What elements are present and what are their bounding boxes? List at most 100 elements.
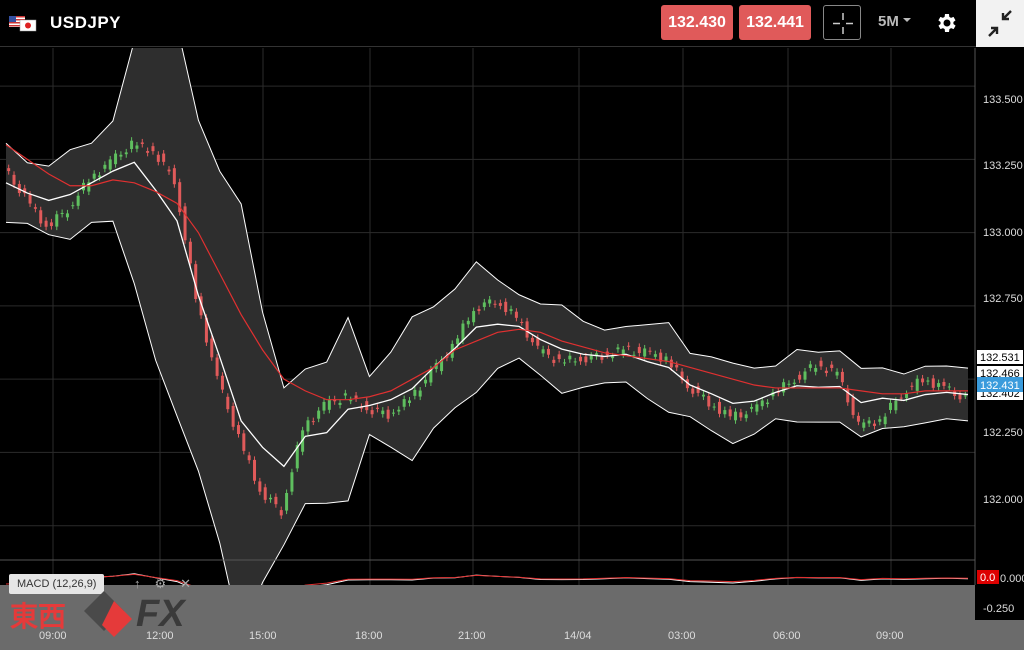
- crosshair-icon: [833, 13, 853, 34]
- candle-body: [103, 164, 107, 169]
- price-tick: 132.250: [983, 427, 1023, 439]
- candle-body: [899, 397, 903, 399]
- candle-body: [573, 361, 577, 363]
- candle-body: [728, 409, 732, 417]
- price-tick: 133.500: [983, 94, 1023, 106]
- candle-body: [493, 303, 497, 305]
- candle-body: [872, 423, 876, 426]
- candle-body: [584, 356, 588, 363]
- candle-body: [557, 354, 561, 360]
- gear-icon[interactable]: [935, 11, 959, 35]
- candle-body: [568, 355, 572, 360]
- candle-body: [926, 380, 930, 382]
- candle-body: [477, 309, 481, 312]
- price-markers: 132.531 132.466 132.402 132.431: [977, 350, 1023, 400]
- candle-body: [87, 182, 91, 192]
- candle-body: [915, 378, 919, 391]
- candle-body: [937, 383, 941, 387]
- candle-body: [236, 425, 240, 435]
- candle-body: [28, 194, 32, 204]
- candle-body: [381, 410, 385, 415]
- candle-body: [883, 416, 887, 425]
- gear-icon[interactable]: ⚙: [154, 576, 167, 591]
- candle-body: [440, 359, 444, 372]
- candle-body: [653, 354, 657, 357]
- candle-body: [787, 383, 791, 385]
- candle-body: [808, 364, 812, 368]
- candle-body: [285, 492, 289, 511]
- candle-body: [803, 371, 807, 380]
- candle-body: [413, 389, 417, 396]
- candle-body: [878, 419, 882, 422]
- candle-body: [98, 175, 102, 178]
- crosshair-button[interactable]: [823, 5, 861, 40]
- candle-body: [397, 409, 401, 412]
- candle-body: [744, 414, 748, 419]
- middle-band-line: [5, 161, 969, 468]
- candle-body: [616, 347, 620, 350]
- candle-body: [958, 394, 962, 400]
- candle-body: [162, 153, 166, 162]
- macd-indicator: [5, 573, 969, 601]
- candlesticks: [7, 137, 967, 519]
- candle-body: [830, 364, 834, 368]
- timeframe-dropdown[interactable]: 5M: [878, 13, 911, 30]
- candle-body: [370, 410, 374, 415]
- caret-down-icon: [902, 18, 911, 22]
- candle-body: [418, 390, 422, 397]
- candle-body: [691, 388, 695, 394]
- indicator-lines: [5, 144, 969, 468]
- candle-body: [905, 394, 909, 399]
- candle-body: [183, 206, 187, 241]
- candle-body: [659, 352, 663, 362]
- candle-body: [664, 356, 668, 361]
- candle-body: [712, 406, 716, 408]
- watermark-kanji: 東西: [10, 600, 67, 633]
- candle-body: [771, 392, 775, 397]
- candle-body: [167, 169, 171, 172]
- bollinger-bands: [5, 48, 969, 640]
- candle-body: [696, 386, 700, 393]
- upper-band-line: [5, 48, 969, 389]
- macd-indicator-label[interactable]: MACD (12,26,9): [9, 574, 105, 594]
- buy-price-button[interactable]: 132.441: [739, 5, 811, 40]
- candle-body: [862, 422, 866, 428]
- candle-body: [402, 399, 406, 407]
- candle-body: [456, 338, 460, 345]
- price-chart[interactable]: 133.500 133.250 133.000 132.750 132.250 …: [0, 48, 1024, 650]
- candle-body: [108, 159, 112, 170]
- candle-body: [851, 397, 855, 415]
- candle-body: [119, 154, 123, 157]
- candle-body: [114, 153, 118, 165]
- candle-body: [750, 407, 754, 409]
- candle-body: [210, 338, 214, 358]
- candle-body: [178, 182, 182, 213]
- moving-average-line: [5, 144, 968, 401]
- candle-body: [755, 404, 759, 412]
- candle-body: [55, 214, 59, 227]
- candle-body: [835, 371, 839, 376]
- price-tick: 132.000: [983, 494, 1023, 506]
- time-axis: 09:00 12:00 15:00 18:00 21:00 14/04 03:0…: [39, 630, 904, 642]
- sell-price-button[interactable]: 132.430: [661, 5, 733, 40]
- time-tick: 21:00: [458, 630, 486, 642]
- time-tick: 03:00: [668, 630, 696, 642]
- candle-body: [76, 195, 80, 206]
- candle-body: [343, 393, 347, 396]
- symbol-title[interactable]: USDJPY: [50, 13, 122, 32]
- candle-body: [530, 337, 534, 343]
- candle-body: [525, 321, 529, 338]
- candle-body: [39, 210, 43, 224]
- candle-body: [12, 174, 16, 185]
- exit-fullscreen-button[interactable]: [976, 0, 1024, 47]
- diamond-logo-icon: [84, 591, 132, 637]
- candle-body: [338, 402, 342, 405]
- close-icon[interactable]: ✕: [180, 576, 192, 591]
- candle-body: [707, 396, 711, 407]
- candle-body: [894, 400, 898, 411]
- candle-body: [824, 370, 828, 374]
- upper-band-marker: 132.531: [980, 352, 1020, 364]
- arrow-up-icon[interactable]: ↑: [134, 576, 141, 591]
- candle-body: [921, 378, 925, 383]
- candle-body: [194, 264, 198, 300]
